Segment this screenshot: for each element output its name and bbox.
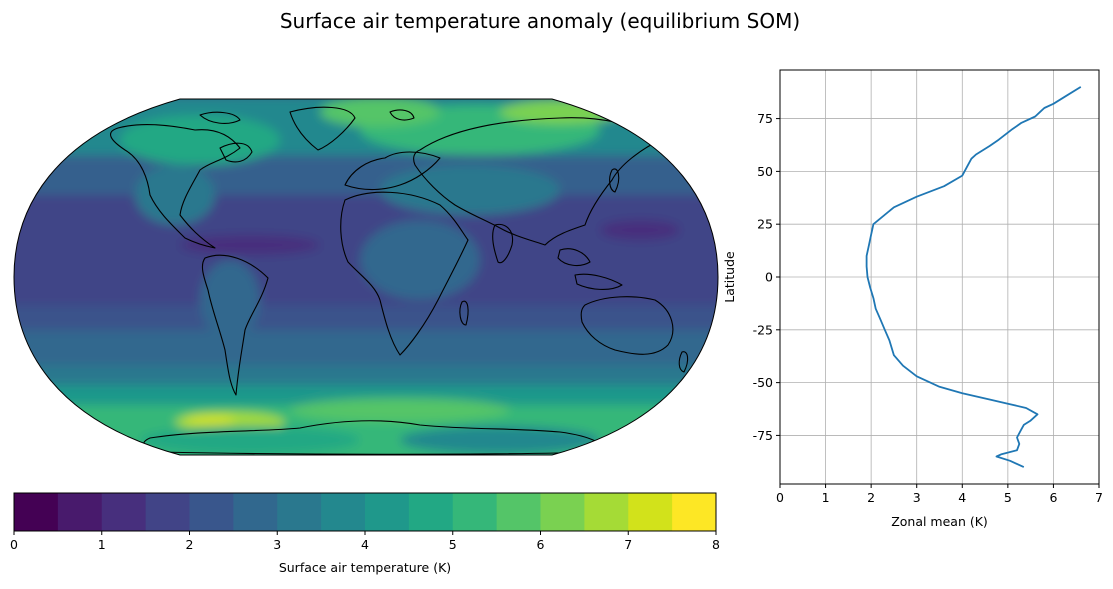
colorbar-swatch: [145, 493, 190, 531]
x-tick-label: 6: [1049, 490, 1057, 505]
x-tick-label: 7: [1095, 490, 1103, 505]
y-axis-label: Latitude: [722, 251, 737, 303]
colorbar-tick-label: 5: [449, 537, 457, 552]
figure-title: Surface air temperature anomaly (equilib…: [280, 9, 800, 33]
y-tick-label: 75: [757, 111, 773, 126]
y-axis-ticks: -75 -50 -25 0 25 50 75: [753, 111, 780, 443]
colorbar-tick-label: 8: [712, 537, 720, 552]
x-tick-label: 1: [822, 490, 830, 505]
y-tick-label: 25: [757, 217, 773, 232]
x-tick-label: 0: [776, 490, 784, 505]
colorbar-swatch: [57, 493, 103, 531]
zonal-mean-chart: 0 1 2 3 4 5 6 7 -75 -50 -25 0 25 50 75 Zonal mean (K)…: [722, 69, 1103, 529]
colorbar-swatch: [233, 493, 278, 531]
y-tick-label: 50: [757, 164, 773, 179]
zonal-mean-line: [865, 86, 1082, 468]
grid: [779, 70, 1100, 484]
colorbar-swatch: [452, 493, 498, 531]
y-tick-label: 0: [765, 270, 773, 285]
x-tick-label: 3: [913, 490, 921, 505]
colorbar-swatch: [277, 493, 322, 531]
colorbar-swatch: [365, 493, 410, 531]
colorbar-tick-label: 3: [273, 537, 281, 552]
colorbar: 0 1 2 3 4 5 6 7 8 Surface air temperature (K): [10, 492, 720, 575]
coastlines: [110, 106, 689, 455]
colorbar-label: Surface air temperature (K): [279, 560, 451, 575]
colorbar-swatch: [101, 493, 147, 531]
map-boundary: [13, 98, 719, 456]
colorbar-swatch: [189, 493, 234, 531]
colorbar-swatch: [584, 493, 629, 531]
colorbar-swatch: [628, 493, 673, 531]
colorbar-swatch: [321, 493, 366, 531]
colorbar-tick-label: 7: [624, 537, 632, 552]
y-tick-label: -25: [753, 322, 773, 337]
y-tick-label: -50: [753, 375, 773, 390]
colorbar-ticks: 0 1 2 3 4 5 6 7 8: [10, 531, 720, 552]
x-tick-label: 4: [958, 490, 966, 505]
x-tick-label: 5: [1004, 490, 1012, 505]
x-axis-label: Zonal mean (K): [891, 514, 988, 529]
colorbar-swatch: [496, 493, 541, 531]
colorbar-swatch: [14, 493, 59, 531]
colorbar-swatches: [14, 493, 717, 531]
colorbar-swatch: [672, 493, 717, 531]
y-tick-label: -75: [753, 428, 773, 443]
x-axis-ticks: 0 1 2 3 4 5 6 7: [776, 484, 1103, 505]
x-tick-label: 2: [867, 490, 875, 505]
colorbar-swatch: [408, 493, 454, 531]
temperature-field: [14, 99, 718, 455]
colorbar-tick-label: 4: [361, 537, 369, 552]
colorbar-tick-label: 0: [10, 537, 18, 552]
colorbar-swatch: [540, 493, 585, 531]
colorbar-tick-label: 2: [186, 537, 194, 552]
plot-frame: [779, 69, 1100, 485]
colorbar-tick-label: 1: [98, 537, 106, 552]
temperature-map: [13, 98, 719, 456]
colorbar-tick-label: 6: [537, 537, 545, 552]
